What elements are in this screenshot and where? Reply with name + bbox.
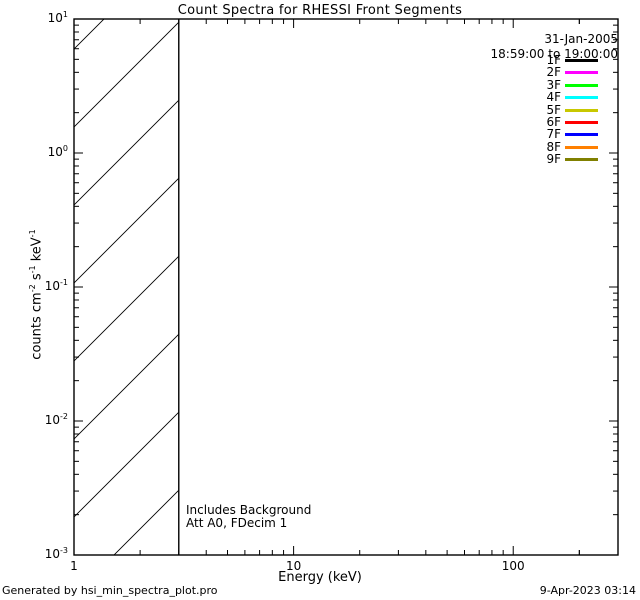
footer-timestamp: 9-Apr-2023 03:14 <box>539 584 636 597</box>
legend-swatch-9F <box>565 158 598 162</box>
legend-label-5F: 5F <box>546 102 561 117</box>
x-tick-label: 100 <box>501 559 525 573</box>
y-tick-label: 10-3 <box>44 546 68 562</box>
legend-swatch-8F <box>565 145 598 149</box>
tick-marks <box>73 18 619 556</box>
y-axis-title: counts cm-2 s-1 keV-1 <box>28 229 45 360</box>
legend-label-9F: 9F <box>546 152 561 167</box>
observation-time-range: 18:59:00 to 19:00:00 <box>490 47 618 61</box>
legend-label-8F: 8F <box>546 139 561 154</box>
x-tick-label: 10 <box>285 559 302 573</box>
observation-date: 31-Jan-2005 <box>544 32 618 46</box>
legend-label-3F: 3F <box>546 77 561 92</box>
legend-label-6F: 6F <box>546 115 561 129</box>
y-tick-label: 100 <box>47 144 68 160</box>
legend-swatch-5F <box>565 108 598 112</box>
legend-swatch-7F <box>565 133 598 137</box>
annotation-includes-background: Includes Background <box>186 503 312 517</box>
x-tick-label: 1 <box>70 559 78 573</box>
legend-swatch-6F <box>565 121 598 124</box>
y-tick-label: 10-2 <box>44 412 68 428</box>
y-tick-label: 101 <box>47 10 68 26</box>
legend-swatch-4F <box>565 96 598 100</box>
x-axis-title: Energy (keV) <box>278 570 362 585</box>
page-title: Count Spectra for RHESSI Front Segments <box>177 3 463 18</box>
legend-label-7F: 7F <box>546 127 561 142</box>
legend-label-2F: 2F <box>546 65 561 80</box>
annotation-attenuator-state: Att A0, FDecim 1 <box>186 516 288 530</box>
legend-label-1F: 1F <box>546 53 561 67</box>
legend-label-4F: 4F <box>546 90 561 105</box>
legend-swatch-1F <box>565 59 598 62</box>
y-tick-label: 10-1 <box>44 278 68 294</box>
footer-generator: Generated by hsi_min_spectra_plot.pro <box>2 584 218 597</box>
legend-swatch-2F <box>565 71 598 75</box>
legend-swatch-3F <box>565 83 598 87</box>
